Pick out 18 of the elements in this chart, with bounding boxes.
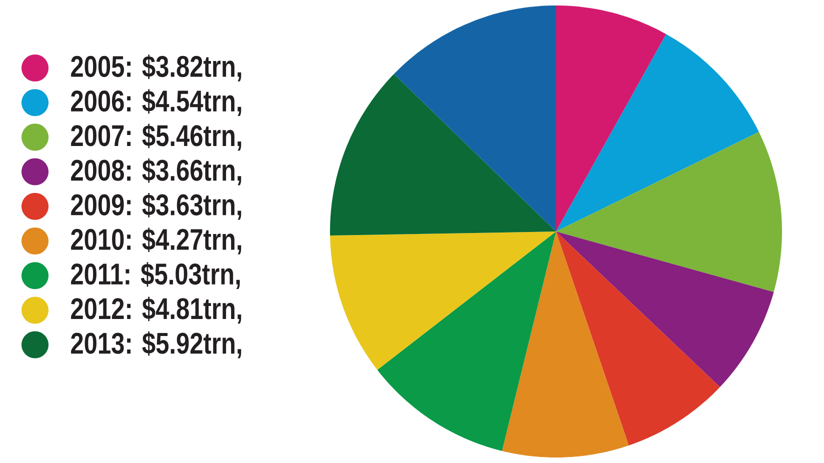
data-label: : $4.27trn, <box>127 228 242 254</box>
data-label: : $5.03trn, <box>126 262 240 289</box>
data-label: : $3.82trn, <box>127 54 242 82</box>
legend-label: 2008 <box>71 160 124 181</box>
legend-label: 2012 <box>71 298 124 320</box>
legend-label: 2006 <box>71 90 124 112</box>
legend-label: 2007 <box>71 125 124 146</box>
legend-label: 2013 <box>71 332 124 354</box>
legend-label: 2010 <box>71 228 124 250</box>
data-label: : $3.63trn, <box>127 192 242 220</box>
data-label: : $4.81trn, <box>127 296 242 324</box>
data-label: : $4.54trn, <box>127 89 242 116</box>
data-label: : $5.92trn, <box>127 331 242 358</box>
legend-label: 2005 <box>71 56 124 78</box>
data-label: : $3.66trn, <box>127 158 242 186</box>
legend-label: 2009 <box>71 194 124 216</box>
data-label: : $5.46trn, <box>127 124 242 151</box>
legend-label: 2011 <box>71 263 123 285</box>
